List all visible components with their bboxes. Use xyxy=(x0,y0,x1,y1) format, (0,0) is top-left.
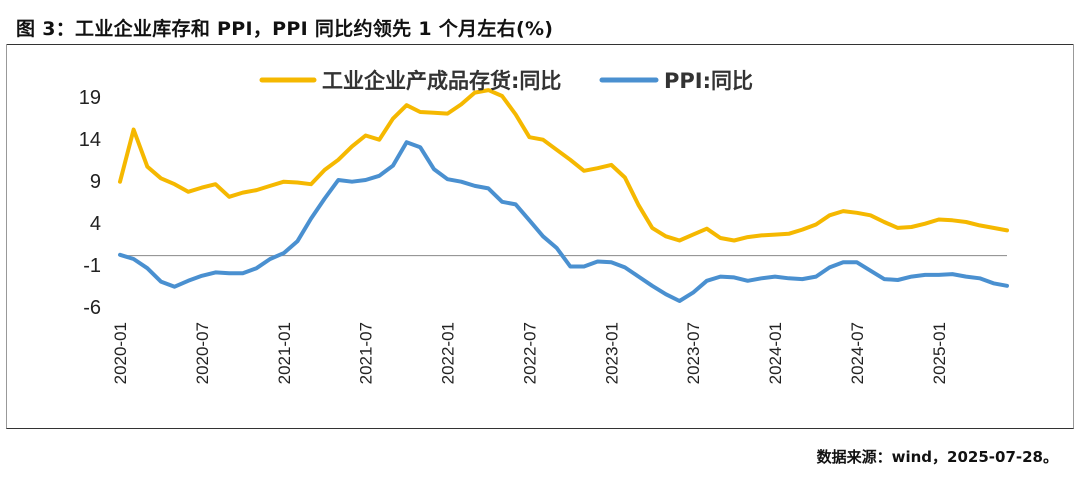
y-tick-label: -6 xyxy=(83,297,101,319)
x-tick-label: 2023-07 xyxy=(684,322,703,384)
x-tick-label: 2022-01 xyxy=(439,322,458,384)
y-tick-label: -1 xyxy=(83,255,101,277)
x-tick-label: 2023-01 xyxy=(602,322,621,384)
y-tick-label: 9 xyxy=(90,171,101,193)
y-tick-label: 14 xyxy=(79,129,101,151)
x-tick-label: 2020-07 xyxy=(193,322,212,384)
legend-label-1: 工业企业产成品存货:同比 xyxy=(322,69,561,93)
y-tick-label: 4 xyxy=(90,213,101,235)
x-tick-label: 2020-01 xyxy=(111,322,130,384)
legend-label-2: PPI:同比 xyxy=(664,69,753,93)
x-tick-label: 2025-01 xyxy=(930,322,949,384)
x-tick-label: 2021-07 xyxy=(357,322,376,384)
series-line-2 xyxy=(118,140,1009,303)
x-tick-label: 2024-07 xyxy=(848,322,867,384)
data-source-note: 数据来源：wind，2025-07-28。 xyxy=(816,448,1058,466)
y-tick-label: 19 xyxy=(79,87,101,109)
chart-frame xyxy=(6,44,1074,429)
chart-title: 图 3：工业企业库存和 PPI，PPI 同比约领先 1 个月左右(%) xyxy=(16,18,554,40)
x-tick-label: 2022-07 xyxy=(520,322,539,384)
title-bar: 图 3：工业企业库存和 PPI，PPI 同比约领先 1 个月左右(%) xyxy=(6,6,1074,45)
series-line-1 xyxy=(118,88,1009,243)
x-tick-label: 2024-01 xyxy=(766,322,785,384)
x-tick-label: 2021-01 xyxy=(275,322,294,384)
